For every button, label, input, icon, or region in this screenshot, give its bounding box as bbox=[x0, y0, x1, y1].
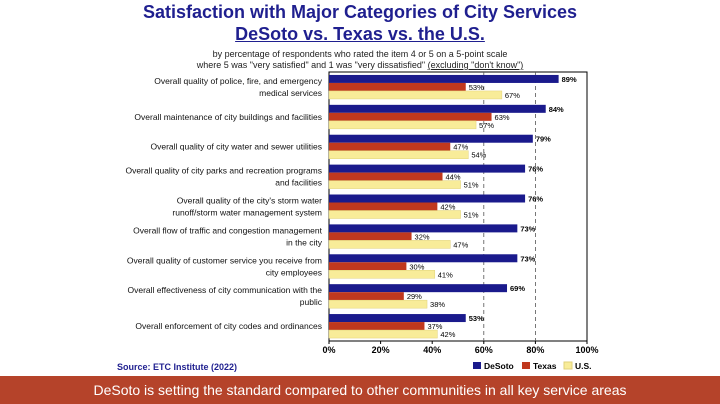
data-label: 51% bbox=[464, 211, 479, 220]
bar-us bbox=[328, 180, 461, 189]
data-label: 67% bbox=[505, 91, 520, 100]
x-tick-label: 60% bbox=[475, 345, 493, 355]
bar-us bbox=[328, 120, 477, 130]
data-label: 37% bbox=[427, 322, 442, 331]
x-tick-label: 20% bbox=[372, 345, 390, 355]
x-tick-label: 0% bbox=[322, 345, 335, 355]
data-label: 73% bbox=[520, 224, 535, 233]
bar-chart: 0% 20% 40% 60% 80% 100% Overall quality of pol… bbox=[125, 71, 599, 371]
category-label: in the city bbox=[286, 237, 323, 247]
x-tick-label: 80% bbox=[526, 345, 544, 355]
data-label: 51% bbox=[464, 181, 479, 190]
bar-desoto bbox=[329, 224, 518, 233]
data-label: 79% bbox=[536, 135, 551, 144]
data-label: 30% bbox=[409, 262, 424, 271]
category-label: Overall quality of police, fire, and eme… bbox=[154, 76, 322, 86]
footer-banner: DeSoto is setting the standard compared … bbox=[0, 376, 720, 404]
data-label: 54% bbox=[471, 151, 486, 160]
source-note: Source: ETC Institute (2022) bbox=[117, 362, 238, 372]
bar-us bbox=[328, 270, 436, 279]
bar-desoto bbox=[329, 194, 526, 203]
bar-texas bbox=[329, 232, 412, 241]
bar-texas bbox=[329, 202, 438, 211]
category-label: and facilities bbox=[275, 178, 322, 188]
category-label: city employees bbox=[266, 267, 322, 277]
legend-label: Texas bbox=[533, 361, 557, 371]
data-label: 41% bbox=[438, 270, 453, 279]
chart-title: Satisfaction with Major Categories of Ci… bbox=[142, 2, 578, 22]
bar-texas bbox=[329, 262, 407, 271]
chart-note-underlined: (excluding "don't know") bbox=[427, 60, 524, 70]
bar-desoto bbox=[329, 74, 559, 83]
data-label: 57% bbox=[479, 121, 494, 130]
bar-texas bbox=[329, 322, 425, 331]
data-label: 84% bbox=[549, 105, 564, 114]
x-tick-label: 40% bbox=[423, 345, 441, 355]
x-tick-label: 100% bbox=[575, 345, 598, 355]
data-label: 73% bbox=[520, 254, 535, 263]
data-label: 32% bbox=[415, 232, 430, 241]
category-label: Overall flow of traffic and congestion m… bbox=[133, 225, 322, 235]
bar-us bbox=[328, 150, 469, 159]
category-label: Overall quality of city water and sewer … bbox=[151, 142, 323, 152]
bar-desoto bbox=[329, 254, 518, 263]
data-label: 53% bbox=[469, 83, 484, 92]
data-label: 38% bbox=[430, 300, 445, 309]
category-label: Overall quality of city parks and recrea… bbox=[125, 166, 322, 176]
data-label: 44% bbox=[446, 173, 461, 182]
bar-texas bbox=[329, 142, 451, 151]
data-label: 47% bbox=[453, 240, 468, 249]
category-label: public bbox=[300, 297, 323, 307]
data-label: 53% bbox=[469, 314, 484, 323]
data-label: 42% bbox=[440, 330, 455, 339]
legend-swatch bbox=[522, 362, 530, 369]
chart-note-line2: where 5 was "very satisfied" and 1 was "… bbox=[0, 60, 720, 71]
bar-us bbox=[328, 299, 428, 309]
bar-us bbox=[328, 329, 438, 339]
legend-label: DeSoto bbox=[484, 361, 514, 371]
data-label: 69% bbox=[510, 284, 525, 293]
chart-subtitle: DeSoto vs. Texas vs. the U.S. bbox=[235, 24, 485, 44]
category-label: runoff/storm water management system bbox=[172, 208, 322, 218]
bar-texas bbox=[329, 82, 466, 91]
data-label: 63% bbox=[495, 113, 510, 122]
category-label: medical services bbox=[259, 88, 322, 98]
bar-desoto bbox=[329, 284, 508, 293]
data-label: 29% bbox=[407, 292, 422, 301]
data-label: 76% bbox=[528, 165, 543, 174]
data-label: 89% bbox=[562, 75, 577, 84]
category-label: Overall effectiveness of city communicat… bbox=[128, 285, 323, 295]
category-label: Overall enforcement of city codes and or… bbox=[135, 321, 322, 331]
legend-swatch bbox=[473, 362, 481, 369]
bar-us bbox=[328, 240, 451, 249]
data-label: 76% bbox=[528, 195, 543, 204]
bar-us bbox=[328, 210, 461, 219]
bar-desoto bbox=[329, 134, 533, 143]
chart-note-main: where 5 was "very satisfied" and 1 was "… bbox=[196, 60, 428, 70]
legend-swatch bbox=[563, 361, 573, 370]
category-label: Overall quality of customer service you … bbox=[127, 255, 322, 265]
category-label: Overall maintenance of city buildings an… bbox=[134, 112, 322, 122]
bar-desoto bbox=[329, 104, 546, 113]
bar-desoto bbox=[329, 164, 526, 173]
bar-us bbox=[328, 90, 503, 100]
data-label: 42% bbox=[440, 203, 455, 212]
bar-desoto bbox=[329, 314, 466, 323]
data-label: 47% bbox=[453, 143, 468, 152]
category-label: Overall quality of the city's storm wate… bbox=[177, 196, 322, 206]
bar-texas bbox=[329, 292, 404, 301]
legend-label: U.S. bbox=[575, 361, 592, 371]
bar-texas bbox=[329, 172, 443, 181]
chart-note-line1: by percentage of respondents who rated t… bbox=[212, 49, 508, 59]
bar-texas bbox=[329, 112, 492, 121]
